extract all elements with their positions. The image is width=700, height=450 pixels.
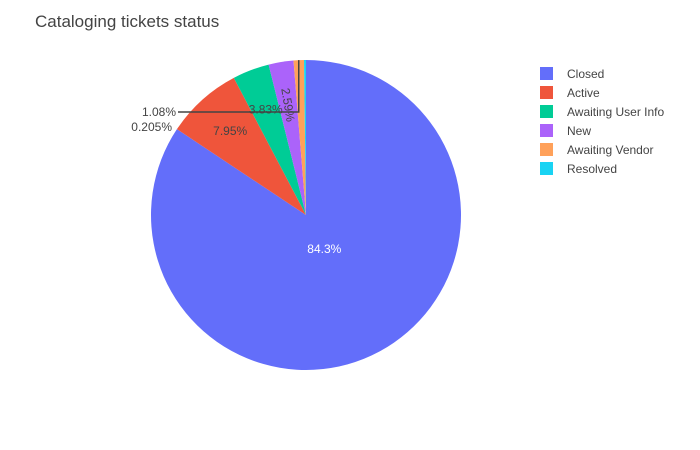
legend-item-awaiting-vendor[interactable]: Awaiting Vendor: [540, 140, 664, 159]
legend-label: Resolved: [567, 161, 618, 176]
legend-item-awaiting-user-info[interactable]: Awaiting User Info: [540, 102, 664, 121]
legend-swatch: [540, 105, 553, 118]
legend-swatch: [540, 143, 553, 156]
pie-labels: 84.3% 7.95%3.83%2.59% 1.08%0.205%: [131, 60, 342, 256]
legend-label: Active: [567, 85, 600, 100]
pie-slice-awaiting-vendor[interactable]: [293, 60, 306, 215]
data-label-new: 2.59%: [278, 87, 297, 123]
legend-label: Awaiting User Info: [567, 104, 665, 119]
legend-swatch: [540, 162, 553, 175]
leader-line-awaiting-vendor: [178, 60, 300, 113]
legend-label: Awaiting Vendor: [567, 142, 654, 157]
legend-swatch: [540, 124, 553, 137]
legend-item-active[interactable]: Active: [540, 83, 664, 102]
legend-item-new[interactable]: New: [540, 121, 664, 140]
data-label-active: 7.95%: [213, 124, 247, 138]
legend-label: Closed: [567, 66, 605, 81]
pie-slice-resolved[interactable]: [304, 60, 306, 215]
pie-slices: [150, 60, 461, 370]
data-label-awaiting-vendor: 1.08%: [142, 105, 176, 119]
legend-item-closed[interactable]: Closed: [540, 64, 664, 83]
legend-swatch: [540, 67, 553, 80]
pie-slice-new[interactable]: [268, 60, 306, 215]
chart-title: Cataloging tickets status: [35, 12, 220, 31]
legend-swatch: [540, 86, 553, 99]
pie-slice-closed[interactable]: [150, 60, 461, 370]
data-label-resolved: 0.205%: [131, 120, 172, 134]
legend-label: New: [567, 123, 592, 138]
legend-item-resolved[interactable]: Resolved: [540, 159, 664, 178]
data-label-closed: 84.3%: [307, 242, 341, 256]
legend: Closed Active Awaiting User Info New Awaitin…: [540, 64, 664, 178]
data-label-awaiting-user-info: 3.83%: [249, 102, 283, 116]
pie-slice-awaiting-user-info[interactable]: [233, 64, 306, 215]
